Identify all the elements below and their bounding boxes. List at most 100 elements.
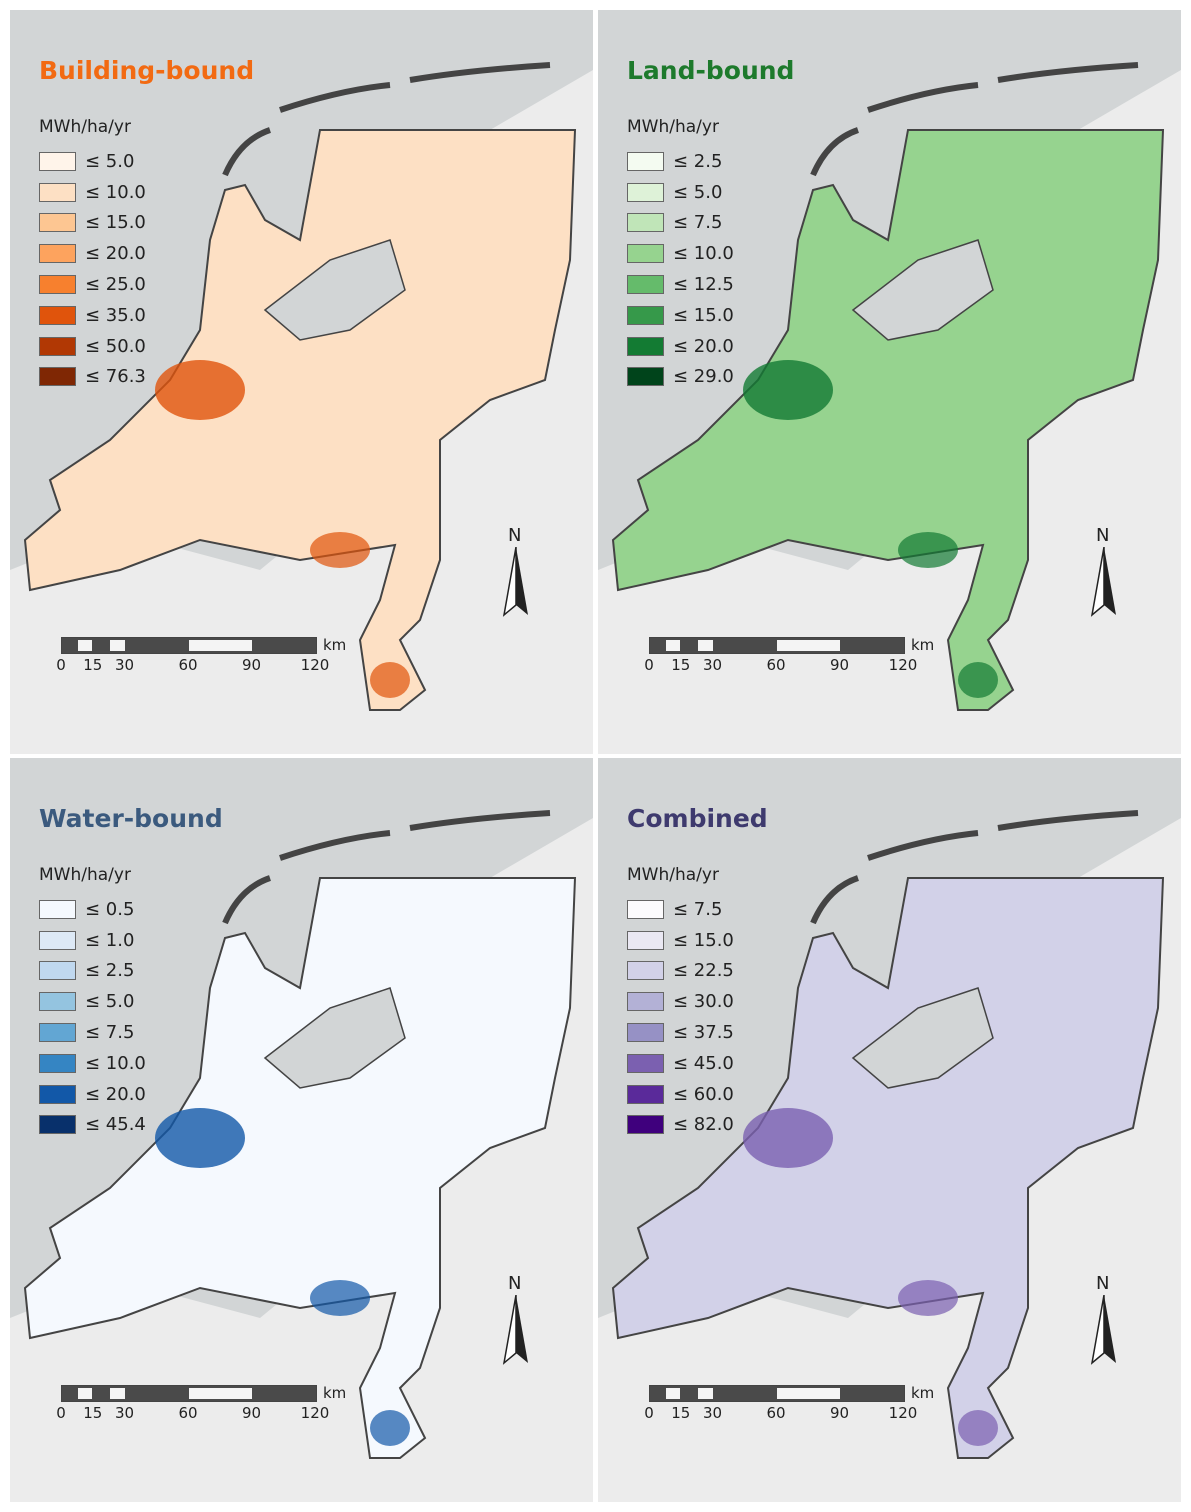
legend-swatch (39, 367, 76, 387)
legend-item: ≤ 15.0 (39, 208, 146, 239)
legend-item: ≤ 20.0 (39, 1079, 146, 1110)
legend-item: ≤ 25.0 (39, 269, 146, 300)
legend-swatch (39, 930, 76, 950)
panel-title: Land-bound (627, 56, 795, 85)
legend-swatch (39, 1023, 76, 1043)
legend-swatch (627, 305, 664, 325)
north-label: N (508, 1273, 522, 1294)
wadden-islands (810, 62, 1139, 177)
north-arrow-icon (1090, 1295, 1116, 1365)
north-arrow-icon (502, 547, 528, 617)
legend-item: ≤ 30.0 (627, 986, 734, 1017)
legend-label: ≤ 45.0 (673, 1052, 734, 1074)
scale-unit: km (911, 1384, 935, 1402)
panel-title: Combined (627, 804, 768, 833)
legend: ≤ 2.5 ≤ 5.0 ≤ 7.5 ≤ 10.0 ≤ 12.5 ≤ 15.0 ≤ 20.0 ≤… (627, 146, 734, 392)
map-panel-land-bound: Land-bound MWh/ha/yr ≤ 2.5 ≤ 5.0 ≤ 7.5 ≤ 10… (598, 10, 1181, 754)
legend-unit: MWh/ha/yr (627, 865, 719, 885)
legend-swatch (627, 992, 664, 1012)
legend-label: ≤ 20.0 (85, 243, 146, 265)
legend-label: ≤ 10.0 (85, 181, 146, 203)
high-value-region (743, 1108, 833, 1168)
map-panel-building-bound: Building-bound MWh/ha/yr ≤ 5.0 ≤ 10.0 ≤ 15… (10, 10, 593, 754)
legend-item: ≤ 1.0 (39, 925, 146, 956)
scale-tick: 0 (644, 656, 654, 674)
legend-swatch (627, 1053, 664, 1073)
high-value-region (898, 532, 958, 568)
scale-tick: 60 (178, 656, 198, 674)
legend-item: ≤ 45.4 (39, 1110, 146, 1141)
legend-label: ≤ 45.4 (85, 1114, 146, 1136)
legend-swatch (627, 213, 664, 233)
legend-swatch (39, 151, 76, 171)
legend-swatch (627, 151, 664, 171)
legend-unit: MWh/ha/yr (39, 865, 131, 885)
north-arrow-icon (502, 1295, 528, 1365)
legend-item: ≤ 7.5 (627, 208, 734, 239)
scale-bar-graphic (61, 1385, 317, 1402)
legend-label: ≤ 5.0 (673, 181, 723, 203)
scale-tick: 15 (83, 1404, 103, 1422)
scale-tick: 60 (766, 656, 786, 674)
legend-swatch (39, 1053, 76, 1073)
legend-swatch (39, 899, 76, 919)
legend-label: ≤ 5.0 (85, 150, 135, 172)
legend-swatch (39, 1115, 76, 1135)
wadden-islands (810, 810, 1139, 925)
legend-swatch (39, 244, 76, 264)
legend-label: ≤ 15.0 (673, 304, 734, 326)
legend-label: ≤ 2.5 (673, 150, 723, 172)
scale-tick: 0 (56, 656, 66, 674)
north-label: N (1096, 1273, 1110, 1294)
scale-tick: 120 (888, 656, 918, 674)
legend-item: ≤ 10.0 (627, 238, 734, 269)
legend-item: ≤ 37.5 (627, 1017, 734, 1048)
scale-bar-graphic (649, 1385, 905, 1402)
legend-swatch (627, 275, 664, 295)
ijsselmeer (263, 987, 406, 1089)
high-value-region (958, 1410, 998, 1446)
legend-swatch (39, 336, 76, 356)
scale-tick: 90 (241, 1404, 262, 1422)
legend: ≤ 7.5 ≤ 15.0 ≤ 22.5 ≤ 30.0 ≤ 37.5 ≤ 45.0 ≤ 60.… (627, 894, 734, 1140)
scale-tick: 90 (241, 656, 262, 674)
scale-tick: 30 (702, 656, 723, 674)
scale-unit: km (911, 636, 935, 654)
scale-tick: 0 (56, 1404, 66, 1422)
panel-title: Building-bound (39, 56, 255, 85)
legend-item: ≤ 22.5 (627, 956, 734, 987)
scale-bar-graphic (61, 637, 317, 654)
legend: ≤ 5.0 ≤ 10.0 ≤ 15.0 ≤ 20.0 ≤ 25.0 ≤ 35.0 ≤ 50.… (39, 146, 146, 392)
map-panel-combined: Combined MWh/ha/yr ≤ 7.5 ≤ 15.0 ≤ 22.5 ≤ 30… (598, 758, 1181, 1502)
legend-label: ≤ 25.0 (85, 274, 146, 296)
legend-label: ≤ 10.0 (85, 1052, 146, 1074)
legend-swatch (627, 899, 664, 919)
legend-item: ≤ 35.0 (39, 300, 146, 331)
scale-bar-graphic (649, 637, 905, 654)
scale-tick: 0 (644, 1404, 654, 1422)
legend-item: ≤ 7.5 (39, 1017, 146, 1048)
legend-label: ≤ 50.0 (85, 335, 146, 357)
legend-swatch (39, 182, 76, 202)
high-value-region (310, 532, 370, 568)
legend-label: ≤ 2.5 (85, 960, 135, 982)
legend-item: ≤ 45.0 (627, 1048, 734, 1079)
legend-unit: MWh/ha/yr (39, 117, 131, 137)
legend-swatch (627, 1115, 664, 1135)
legend-item: ≤ 29.0 (627, 362, 734, 393)
legend-item: ≤ 60.0 (627, 1079, 734, 1110)
legend-swatch (627, 336, 664, 356)
legend-swatch (627, 1084, 664, 1104)
high-value-region (743, 360, 833, 420)
legend-label: ≤ 1.0 (85, 929, 135, 951)
legend-label: ≤ 10.0 (673, 243, 734, 265)
scale-tick: 15 (83, 656, 103, 674)
legend-label: ≤ 35.0 (85, 304, 146, 326)
legend-swatch (39, 1084, 76, 1104)
wadden-islands (222, 62, 551, 177)
ijsselmeer (263, 239, 406, 341)
legend-item: ≤ 50.0 (39, 331, 146, 362)
legend-item: ≤ 2.5 (39, 956, 146, 987)
legend-item: ≤ 5.0 (39, 986, 146, 1017)
legend-item: ≤ 20.0 (627, 331, 734, 362)
